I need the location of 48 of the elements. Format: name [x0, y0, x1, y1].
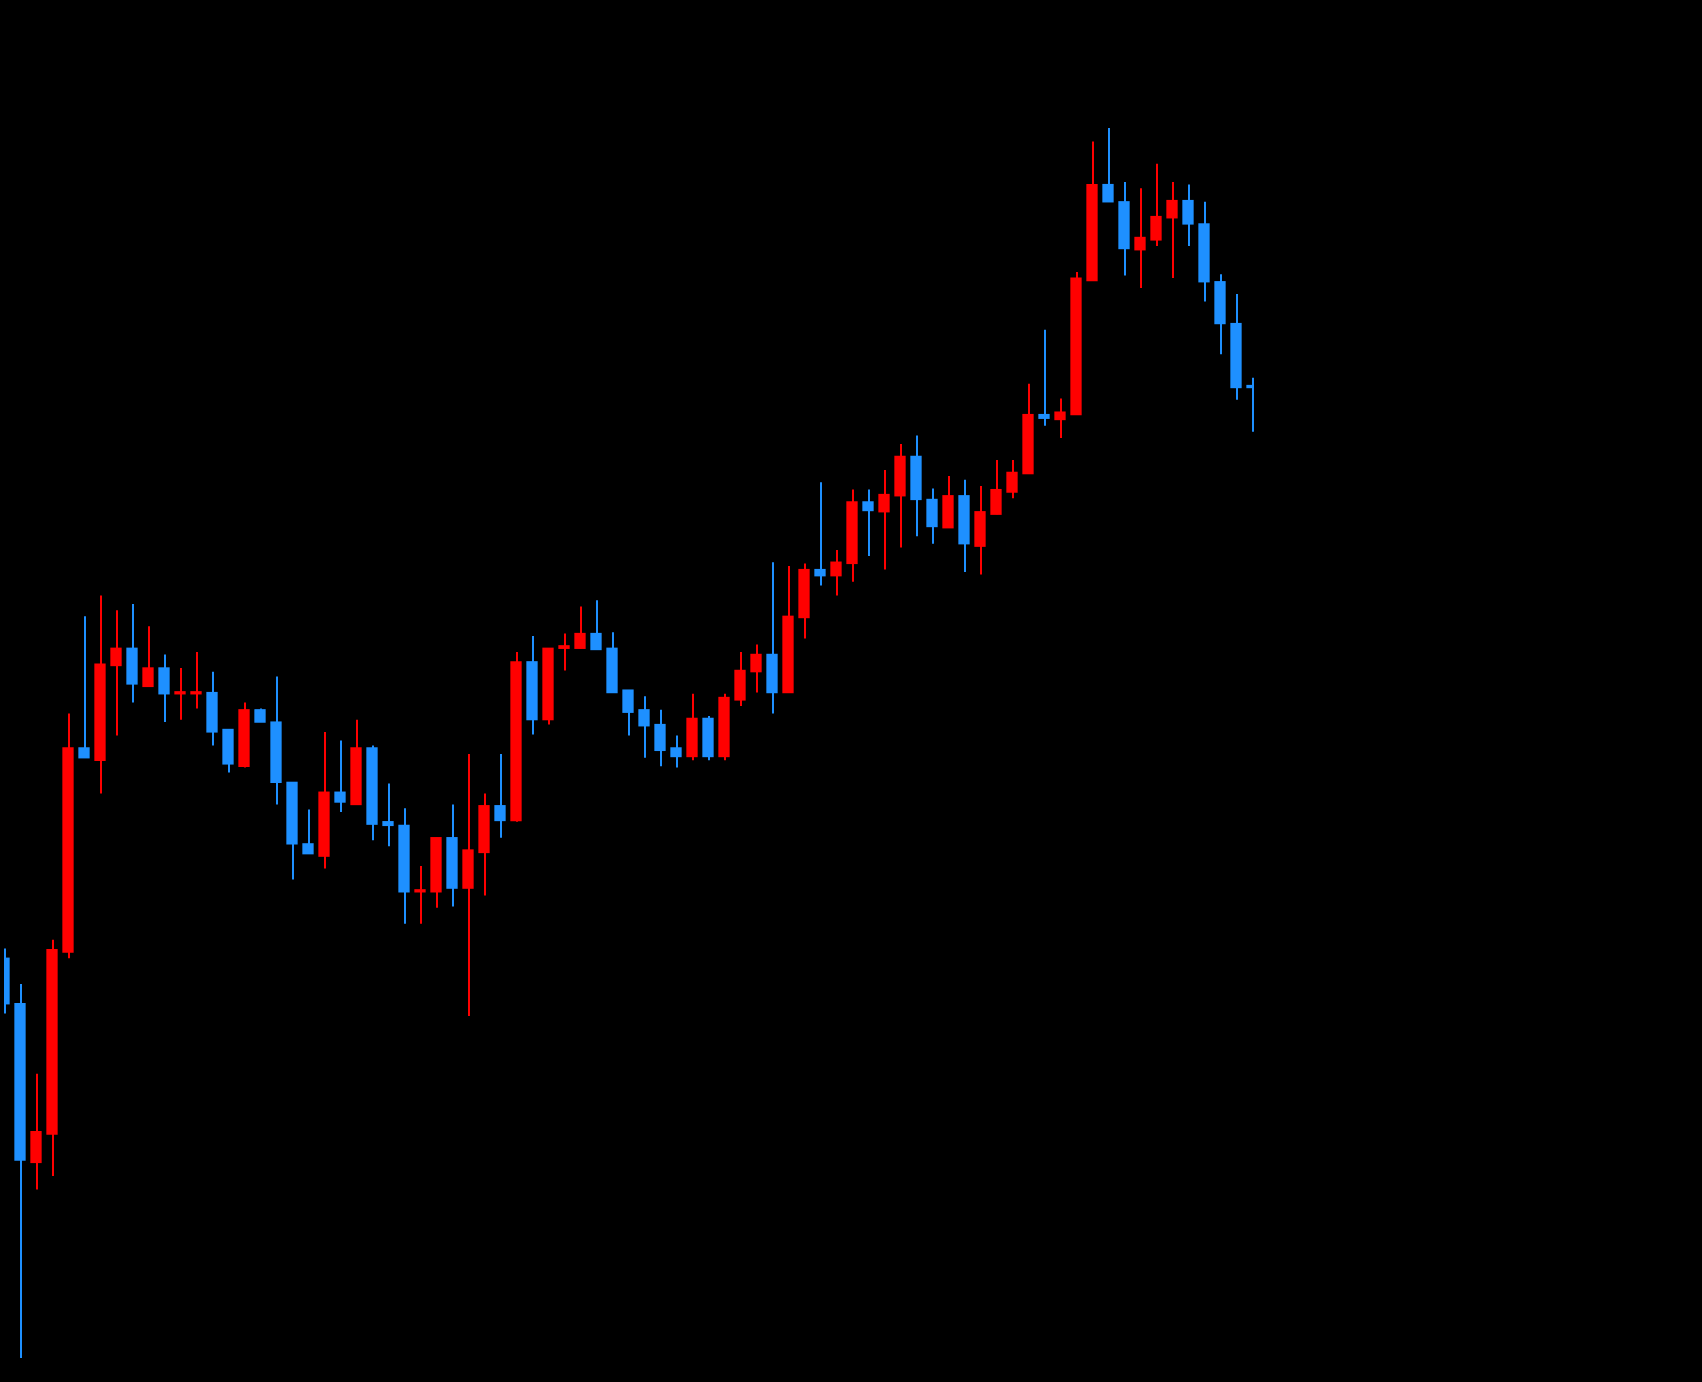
candlestick: [1134, 187, 1146, 289]
candlestick: [702, 714, 714, 762]
candlestick: [926, 487, 938, 545]
candlestick: [654, 708, 666, 768]
candlestick: [638, 695, 650, 759]
candlestick: [494, 753, 506, 839]
candlestick: [1166, 181, 1178, 280]
candlestick: [830, 548, 842, 597]
candlestick: [30, 1072, 42, 1191]
candlestick: [590, 599, 602, 651]
candlestick: [990, 459, 1002, 516]
candlestick: [222, 728, 234, 774]
candlestick: [1214, 273, 1226, 356]
candlestick: [894, 443, 906, 549]
candlestick: [190, 650, 202, 710]
candlestick: [734, 650, 746, 708]
candlestick: [462, 753, 474, 1018]
candlestick: [1150, 162, 1162, 248]
candlestick: [78, 615, 90, 759]
candlestick: [302, 808, 314, 855]
candlestick: [766, 561, 778, 715]
candlestick: [558, 632, 570, 672]
candlestick: [174, 666, 186, 721]
candlestick: [334, 739, 346, 813]
candlestick: [574, 605, 586, 650]
candlestick: [686, 692, 698, 762]
candlestick: [158, 653, 170, 724]
candlestick: [1182, 183, 1194, 248]
candlestick: [750, 643, 762, 694]
candlestick: [126, 603, 138, 704]
candlestick: [942, 475, 954, 529]
candlestick: [142, 625, 154, 688]
candlestick: [110, 609, 122, 737]
candlestick: [1038, 328, 1050, 427]
candlestick: [382, 782, 394, 848]
candlestick: [670, 734, 682, 769]
candlestick: [910, 434, 922, 538]
candlestick: [974, 484, 986, 576]
candlestick: [606, 631, 618, 694]
candlestick: [414, 865, 426, 925]
candlestick: [814, 481, 826, 587]
candlestick: [1054, 397, 1066, 439]
candlestick: [622, 689, 634, 737]
candlestick: [1006, 459, 1018, 500]
candlestick: [1102, 127, 1114, 203]
candlestick: [878, 468, 890, 571]
candlestick: [862, 488, 874, 558]
candlestick: [206, 670, 218, 747]
